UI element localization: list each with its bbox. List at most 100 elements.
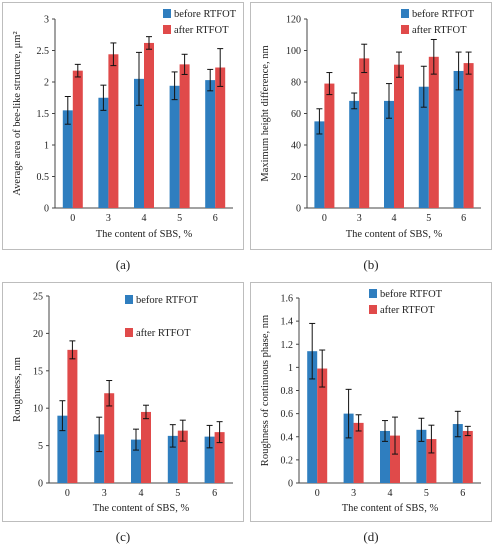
bar-before <box>205 80 216 208</box>
bar-after <box>214 432 225 483</box>
x-tick-label: 3 <box>351 488 356 499</box>
y-tick-label: 2 <box>44 78 49 89</box>
x-tick-label: 3 <box>106 213 111 224</box>
x-tick-label: 6 <box>213 213 218 224</box>
bar-after <box>104 393 115 483</box>
legend-swatch <box>125 295 133 304</box>
y-tick-label: 1.2 <box>281 340 294 351</box>
x-tick-label: 6 <box>460 488 465 499</box>
x-tick-label: 4 <box>142 213 147 224</box>
x-tick-label: 6 <box>461 213 466 224</box>
y-tick-label: 0.6 <box>281 409 294 420</box>
bar-before <box>384 100 394 208</box>
chart-panel-c: 0 5 10 15 20 25 0 3 4 5 6 The content of SBS, % Roug… <box>2 282 244 522</box>
x-tick-label: 3 <box>102 488 107 499</box>
y-tick-label: 2.5 <box>37 46 50 57</box>
legend-label: before RTFOT <box>412 9 475 20</box>
bar-before <box>380 430 390 483</box>
bar-after <box>317 368 328 483</box>
bar-before <box>134 78 144 208</box>
y-axis-label: Roughness, nm <box>12 357 23 422</box>
chart-svg-a: 0 0.5 1 1.5 2 2.5 3 0 3 4 5 6 The content of SBS, % A… <box>12 9 237 240</box>
legend-label: after RTFOT <box>380 305 435 316</box>
y-tick-label: 1.4 <box>281 317 294 328</box>
panel-caption-c: (c) <box>115 529 131 544</box>
bar-before <box>416 429 427 483</box>
bar-after <box>179 64 190 208</box>
x-tick-label: 5 <box>177 213 182 224</box>
y-tick-label: 0.5 <box>37 172 50 183</box>
y-tick-label: 25 <box>33 292 43 303</box>
x-tick-label: 0 <box>70 213 75 224</box>
x-tick-label: 0 <box>65 488 70 499</box>
x-axis-label: The content of SBS, % <box>96 229 193 240</box>
bar-after <box>463 63 474 208</box>
bar-before <box>343 413 354 483</box>
bar-after <box>394 64 404 208</box>
legend-swatch <box>369 305 377 314</box>
x-tick-label: 4 <box>388 488 393 499</box>
bar-before <box>307 351 318 483</box>
y-tick-label: 10 <box>33 404 43 415</box>
y-tick-label: 1.6 <box>281 294 294 305</box>
chart-svg-c: 0 5 10 15 20 25 0 3 4 5 6 The content of SBS, % Roug… <box>12 292 233 514</box>
bar-before <box>349 100 360 208</box>
y-tick-label: 1 <box>44 141 49 152</box>
y-axis-label: Average area of bee-like structure, μm² <box>12 31 23 195</box>
y-tick-label: 3 <box>44 15 49 26</box>
bar-after <box>353 422 364 483</box>
x-tick-label: 0 <box>322 213 327 224</box>
legend-label: after RTFOT <box>136 328 191 339</box>
bar-before <box>167 435 178 483</box>
panel-caption-a: (a) <box>115 257 131 272</box>
bar-after <box>426 439 437 483</box>
legend-label: after RTFOT <box>412 25 467 36</box>
bar-before <box>94 434 105 483</box>
y-tick-label: 5 <box>38 441 43 452</box>
x-tick-label: 4 <box>392 213 397 224</box>
y-tick-label: 20 <box>33 329 43 340</box>
bar-after <box>215 67 226 208</box>
legend-swatch <box>401 25 409 34</box>
legend-swatch <box>125 328 133 337</box>
bar-before <box>418 86 429 208</box>
bar-before <box>62 110 73 208</box>
y-tick-label: 80 <box>291 78 301 89</box>
y-tick-label: 0.8 <box>281 386 294 397</box>
bar-after <box>324 83 335 208</box>
y-tick-label: 100 <box>286 46 301 57</box>
bar-after <box>428 56 439 208</box>
bar-after <box>108 54 119 208</box>
chart-svg-b: 0 20 40 60 80 100 120 0 3 4 5 6 The content of SBS, … <box>260 9 481 240</box>
y-tick-label: 1 <box>288 363 293 374</box>
y-tick-label: 40 <box>291 141 301 152</box>
bar-before <box>169 85 180 208</box>
bar-before <box>57 415 68 483</box>
chart-panel-d: 0 0.2 0.4 0.6 0.8 1 1.2 1.4 1.6 0 3 4 5 6 The content … <box>250 282 492 522</box>
x-tick-label: 4 <box>139 488 144 499</box>
bar-before <box>98 97 109 208</box>
x-tick-label: 0 <box>315 488 320 499</box>
y-tick-label: 0.4 <box>281 432 294 443</box>
bar-before <box>452 424 463 483</box>
bar-after <box>177 430 188 483</box>
x-axis-label: The content of SBS, % <box>342 503 439 514</box>
bar-before <box>204 436 215 483</box>
legend-label: after RTFOT <box>174 25 229 36</box>
chart-panel-b: 0 20 40 60 80 100 120 0 3 4 5 6 The content of SBS, … <box>250 2 492 250</box>
legend-label: before RTFOT <box>136 295 199 306</box>
bar-after <box>359 58 370 208</box>
y-tick-label: 0 <box>38 479 43 490</box>
legend-label: before RTFOT <box>174 9 237 20</box>
x-axis-label: The content of SBS, % <box>346 229 443 240</box>
y-tick-label: 60 <box>291 109 301 120</box>
bar-after <box>462 430 473 483</box>
y-tick-label: 0 <box>44 204 49 215</box>
legend-swatch <box>369 289 377 298</box>
y-tick-label: 0 <box>288 479 293 490</box>
bar-after <box>67 349 78 483</box>
y-tick-label: 0.2 <box>281 455 294 466</box>
legend-label: before RTFOT <box>380 289 443 300</box>
panel-caption-b: (b) <box>363 257 379 272</box>
chart-svg-d: 0 0.2 0.4 0.6 0.8 1 1.2 1.4 1.6 0 3 4 5 6 The content … <box>260 289 481 514</box>
